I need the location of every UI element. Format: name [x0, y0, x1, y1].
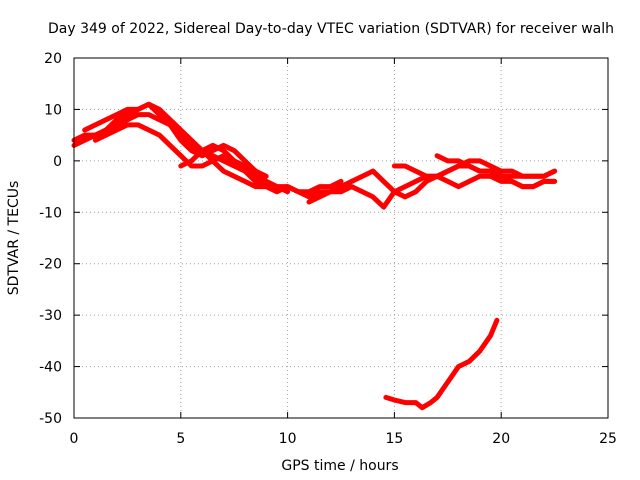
series-line-trace-9 — [383, 317, 500, 411]
x-tick-label: 20 — [492, 431, 510, 447]
x-tick-label: 15 — [385, 431, 403, 447]
y-tick-label: -30 — [39, 308, 62, 324]
y-tick-label: -10 — [39, 205, 62, 221]
series-line-trace-8 — [434, 153, 558, 190]
x-tick-label: 0 — [70, 431, 79, 447]
x-tick-label: 25 — [599, 431, 617, 447]
y-tick-label: 10 — [44, 102, 62, 118]
x-tick-label: 5 — [176, 431, 185, 447]
tick-labels: 0 5 10 15 20 25 -50 -40 -30 -20 -10 0 10 20 — [39, 51, 617, 447]
y-tick-label: -20 — [39, 257, 62, 273]
y-tick-label: 20 — [44, 51, 62, 67]
series-line-trace-7 — [391, 158, 558, 179]
data-series — [71, 101, 558, 411]
x-axis-label: GPS time / hours — [281, 458, 398, 474]
tick-marks — [73, 57, 609, 419]
series-line-trace-2 — [71, 101, 269, 190]
y-tick-label: 0 — [53, 154, 62, 170]
plot-frame — [73, 57, 609, 419]
chart-title: Day 349 of 2022, Sidereal Day-to-day VTE… — [48, 21, 614, 37]
x-tick-label: 10 — [279, 431, 297, 447]
gridlines — [74, 58, 608, 418]
y-tick-label: -40 — [39, 360, 62, 376]
y-axis-label: SDTVAR / TECUs — [6, 181, 22, 296]
y-tick-label: -50 — [39, 411, 62, 427]
